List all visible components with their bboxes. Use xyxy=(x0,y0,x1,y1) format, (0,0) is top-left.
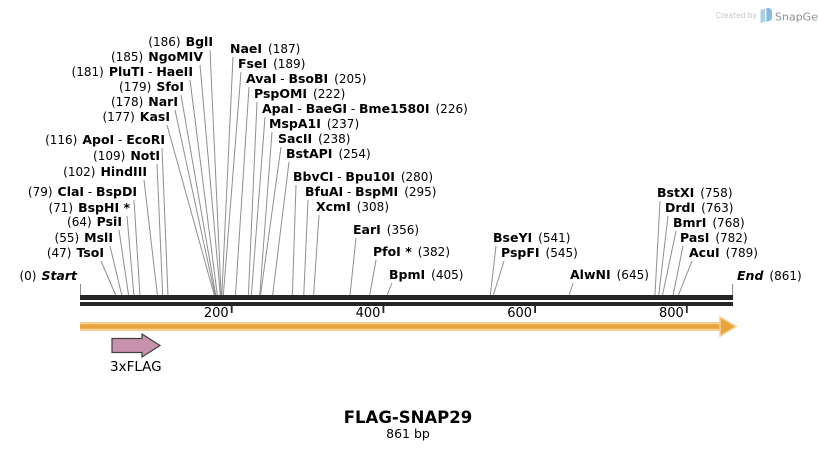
site-label-psii[interactable]: (64) PsiI xyxy=(67,214,122,229)
site-label-bstapi[interactable]: BstAPI (254) xyxy=(286,146,371,161)
site-label-bbvci[interactable]: BbvCI - Bpu10I (280) xyxy=(293,169,433,184)
map-length-label: 861 bp xyxy=(386,426,430,441)
site-label-naei[interactable]: NaeI (187) xyxy=(230,41,300,56)
ruler-tick-label: 800 xyxy=(659,306,684,321)
leader-line xyxy=(672,245,684,296)
ruler-tick-label: 400 xyxy=(356,306,381,321)
site-label-eari[interactable]: EarI (356) xyxy=(353,222,419,237)
snapgene-logo-icon xyxy=(760,8,772,23)
leader-line xyxy=(492,260,505,296)
site-label-pluti[interactable]: (181) PluTI - HaeII xyxy=(72,64,193,79)
site-label-noti[interactable]: (109) NotI xyxy=(93,148,160,163)
terminal-label-start[interactable]: (0) Start xyxy=(19,268,78,283)
site-label-bfuai[interactable]: BfuAI - BspMI (295) xyxy=(305,184,436,199)
leader-lines xyxy=(80,49,734,296)
watermark: Created by SnapGene xyxy=(716,8,818,24)
leader-line xyxy=(209,49,222,296)
orf-arrow-head xyxy=(719,315,738,338)
leader-line xyxy=(250,116,266,296)
site-label-sacii[interactable]: SacII (238) xyxy=(278,131,350,146)
map-title: FLAG-SNAP29 xyxy=(344,408,472,427)
leader-line xyxy=(109,245,123,296)
leader-line xyxy=(568,282,574,296)
site-label-bsphi[interactable]: (71) BspHI * xyxy=(48,200,130,215)
leader-line xyxy=(221,56,234,296)
site-label-ngomiv[interactable]: (185) NgoMIV xyxy=(111,49,203,64)
leader-line xyxy=(247,101,258,296)
site-label-clai[interactable]: (79) ClaI - BspDI xyxy=(28,184,137,199)
leader-line xyxy=(369,259,377,296)
site-label-kasi[interactable]: (177) KasI xyxy=(103,109,171,124)
site-label-acui[interactable]: AcuI (789) xyxy=(689,245,758,260)
site-label-bseyi[interactable]: BseYI (541) xyxy=(493,230,570,245)
sequence-strand-top xyxy=(80,295,734,300)
leader-line xyxy=(133,199,141,296)
site-label-hindiii[interactable]: (102) HindIII xyxy=(63,164,147,179)
leader-line xyxy=(386,282,393,296)
feature-3xflag: 3xFLAG xyxy=(110,332,162,375)
site-label-fsei[interactable]: FseI (189) xyxy=(238,56,305,71)
leader-line xyxy=(303,199,309,296)
created-by-text: Created by xyxy=(716,11,758,20)
site-label-sfoi[interactable]: (179) SfoI xyxy=(119,79,184,94)
orf-arrow-body xyxy=(80,324,721,329)
leader-line xyxy=(174,109,216,296)
leader-line xyxy=(100,260,117,296)
ruler-tick-label: 600 xyxy=(507,306,532,321)
sequence-ruler: 200 400 600 800 xyxy=(204,306,688,321)
leader-line xyxy=(313,214,320,296)
site-label-pfoi[interactable]: PfoI * (382) xyxy=(373,244,450,259)
orf-arrow xyxy=(80,315,738,338)
leader-line xyxy=(143,179,158,296)
leader-line xyxy=(166,124,215,296)
sequence-bar xyxy=(80,295,734,306)
ruler-tick-label: 200 xyxy=(204,306,229,321)
site-label-mspa1i[interactable]: MspA1I (237) xyxy=(269,116,359,131)
terminal-label-end[interactable]: End (861) xyxy=(737,268,802,283)
leader-line xyxy=(199,64,221,296)
sequence-strand-bottom xyxy=(80,302,734,306)
site-label-bgli[interactable]: (186) BglI xyxy=(148,34,213,49)
site-label-bstxi[interactable]: BstXI (758) xyxy=(657,185,733,200)
site-label-pspomi[interactable]: PspOMI (222) xyxy=(254,86,345,101)
leader-line xyxy=(349,237,357,296)
site-label-nari[interactable]: (178) NarI xyxy=(111,94,178,109)
leader-line xyxy=(222,71,242,296)
site-label-avai[interactable]: AvaI - BsoBI (205) xyxy=(246,71,366,86)
leader-line xyxy=(189,79,218,296)
leader-line xyxy=(259,131,273,296)
leader-line xyxy=(260,146,282,296)
site-label-drdi[interactable]: DrdI (763) xyxy=(665,200,733,215)
leader-line xyxy=(654,200,661,296)
leader-line xyxy=(118,229,130,296)
enzyme-site-labels: (186) BglI(185) NgoMIV(181) PluTI - HaeII(1… xyxy=(19,34,801,283)
site-label-alwni[interactable]: AlwNI (645) xyxy=(570,267,649,282)
feature-label: 3xFLAG xyxy=(110,359,162,375)
site-label-pasi[interactable]: PasI (782) xyxy=(680,230,748,245)
leader-line xyxy=(126,215,135,296)
leader-line xyxy=(489,245,497,296)
leader-line xyxy=(156,163,164,296)
leader-line xyxy=(272,161,290,296)
site-label-bpmi[interactable]: BpmI (405) xyxy=(389,267,463,282)
site-label-apai[interactable]: ApaI - BaeGI - Bme1580I (226) xyxy=(262,101,468,116)
leader-line xyxy=(658,215,669,296)
snapgene-brand-text: SnapGene xyxy=(775,11,818,24)
site-label-pspfi[interactable]: PspFI (545) xyxy=(501,245,578,260)
leader-line xyxy=(161,147,169,296)
site-label-xcmi[interactable]: XcmI (308) xyxy=(316,199,389,214)
site-label-bmri[interactable]: BmrI (768) xyxy=(673,215,745,230)
feature-arrow[interactable] xyxy=(111,332,162,359)
leader-line xyxy=(180,94,217,296)
leader-line xyxy=(291,184,297,296)
site-label-tsoi[interactable]: (47) TsoI xyxy=(47,245,104,260)
leader-line xyxy=(677,260,693,296)
site-label-apoi[interactable]: (116) ApoI - EcoRI xyxy=(45,132,165,147)
leader-line xyxy=(662,230,677,296)
leader-line xyxy=(234,86,250,296)
site-label-msli[interactable]: (55) MslI xyxy=(55,230,113,245)
